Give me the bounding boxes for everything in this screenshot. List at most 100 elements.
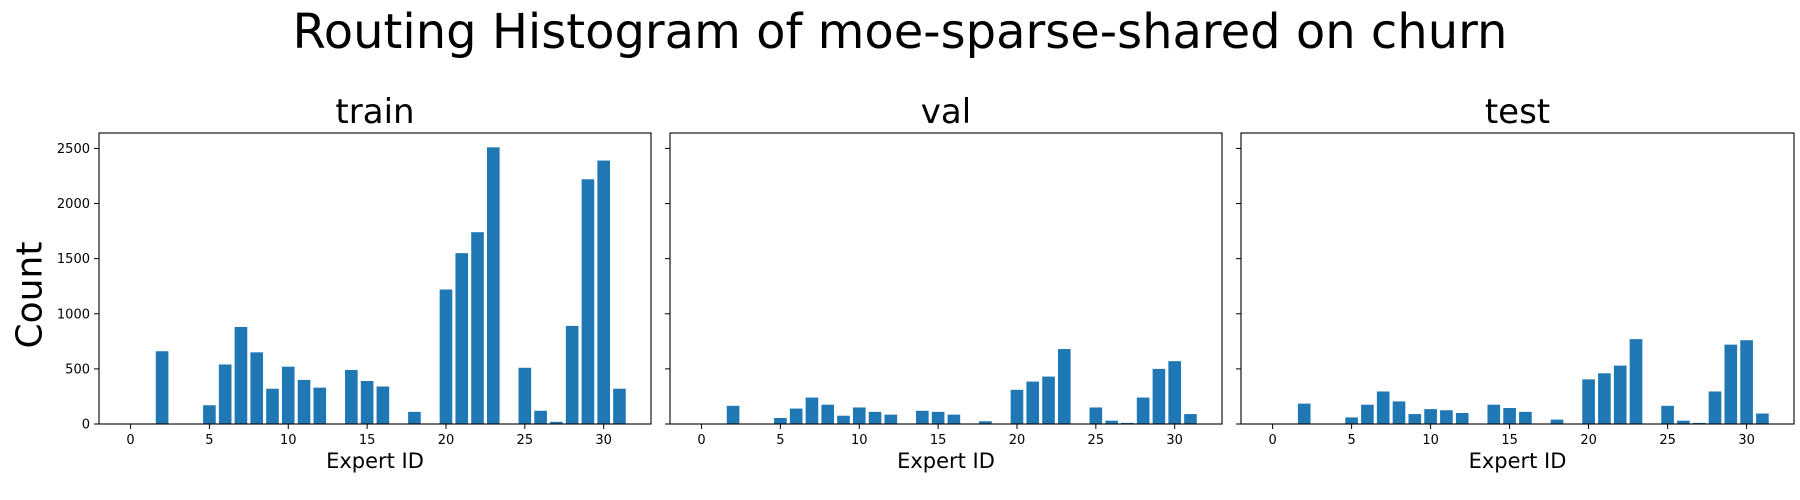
x-tick-label: 30 <box>1166 433 1183 448</box>
bar-expert-16 <box>1519 411 1532 425</box>
bar-expert-7 <box>234 327 248 424</box>
bar-expert-8 <box>821 404 835 424</box>
bar-expert-21 <box>1026 381 1040 424</box>
bar-expert-25 <box>518 367 532 424</box>
x-axis-label: Expert ID <box>1469 449 1567 473</box>
y-tick-label: 1500 <box>57 252 90 267</box>
bar-expert-5 <box>1345 417 1358 424</box>
bar-expert-14 <box>916 410 929 424</box>
x-tick-label: 15 <box>1501 433 1518 448</box>
bar-expert-25 <box>1089 407 1103 424</box>
x-tick-label: 30 <box>595 433 612 448</box>
bar-expert-7 <box>805 397 819 424</box>
x-tick-label: 15 <box>930 433 947 448</box>
x-tick-label: 25 <box>1659 433 1676 448</box>
bar-expert-28 <box>1708 391 1722 424</box>
bar-expert-16 <box>376 386 390 424</box>
bar-expert-31 <box>613 388 626 424</box>
y-tick-label: 0 <box>82 418 90 433</box>
x-tick-label: 15 <box>359 433 376 448</box>
panel-train: 0 5 10 15 20 25 30 0 500 1000 1500 2000 2500 train Exp… <box>57 92 652 473</box>
x-tick-label: 20 <box>438 433 455 448</box>
bar-expert-25 <box>1661 405 1674 424</box>
bar-expert-22 <box>1613 365 1627 424</box>
bar-expert-8 <box>1392 401 1406 424</box>
bar-expert-9 <box>1408 414 1422 424</box>
subplot-title: train <box>335 92 414 132</box>
x-tick-label: 25 <box>1088 433 1105 448</box>
bar-expert-11 <box>297 379 311 424</box>
bar-expert-20 <box>1010 389 1024 424</box>
x-tick-label: 0 <box>697 433 705 448</box>
bar-expert-20 <box>1582 379 1595 424</box>
x-tick-label: 30 <box>1738 433 1755 448</box>
bar-expert-11 <box>868 411 882 425</box>
bar-expert-20 <box>439 289 453 424</box>
bar-expert-2 <box>155 351 169 424</box>
bar-expert-31 <box>1756 413 1769 424</box>
bar-expert-6 <box>789 408 803 424</box>
bar-expert-18 <box>1550 419 1564 424</box>
y-tick-label: 2000 <box>57 197 90 212</box>
bar-expert-28 <box>565 325 579 424</box>
bar-expert-26 <box>1105 420 1118 424</box>
x-tick-label: 10 <box>851 433 868 448</box>
bar-expert-12 <box>1455 412 1469 424</box>
x-tick-label: 20 <box>1580 433 1597 448</box>
bar-expert-10 <box>852 407 866 424</box>
bar-expert-29 <box>1724 344 1738 424</box>
bar-expert-9 <box>837 415 850 424</box>
bar-expert-8 <box>250 352 264 424</box>
bar-expert-7 <box>1376 391 1390 424</box>
x-axis-label: Expert ID <box>326 449 424 473</box>
bar-expert-29 <box>1152 368 1166 424</box>
bar-expert-27 <box>550 421 563 424</box>
bar-expert-15 <box>931 411 945 425</box>
bar-expert-10 <box>1424 409 1437 424</box>
bar-expert-5 <box>774 417 787 424</box>
bar-expert-28 <box>1136 397 1150 424</box>
bar-expert-31 <box>1184 414 1197 424</box>
bar-expert-22 <box>471 232 484 424</box>
bar-expert-30 <box>597 160 610 424</box>
axes-frame <box>1240 132 1795 425</box>
y-tick-label: 1000 <box>57 307 90 322</box>
subplot-title: test <box>1485 92 1550 132</box>
bar-expert-2 <box>726 405 740 424</box>
panel-val: 0 5 10 15 20 25 30 val Expert ID <box>665 92 1223 473</box>
x-tick-label: 0 <box>1268 433 1276 448</box>
bar-expert-2 <box>1297 403 1311 424</box>
axes-frame <box>669 132 1223 425</box>
bar-expert-11 <box>1440 410 1453 424</box>
bar-expert-6 <box>1361 404 1374 424</box>
x-tick-label: 25 <box>517 433 534 448</box>
bar-expert-12 <box>313 387 327 425</box>
bar-expert-23 <box>1057 349 1071 424</box>
bar-expert-18 <box>979 421 992 424</box>
bar-expert-30 <box>1740 340 1753 424</box>
bar-expert-10 <box>281 366 295 424</box>
bar-expert-21 <box>1598 373 1611 424</box>
bar-expert-26 <box>534 410 547 424</box>
y-tick-label: 500 <box>65 362 90 377</box>
x-tick-label: 10 <box>280 433 297 448</box>
x-axis-label: Expert ID <box>897 449 995 473</box>
x-tick-label: 5 <box>1347 433 1355 448</box>
bar-expert-14 <box>345 369 358 424</box>
bar-expert-9 <box>266 388 279 424</box>
axes-frame <box>98 132 652 425</box>
bar-expert-5 <box>203 405 216 424</box>
bar-expert-23 <box>1629 339 1643 425</box>
bar-expert-30 <box>1168 361 1181 424</box>
bar-expert-22 <box>1042 376 1055 424</box>
x-tick-label: 5 <box>776 433 784 448</box>
bar-expert-26 <box>1677 420 1690 424</box>
x-tick-label: 20 <box>1009 433 1026 448</box>
bar-expert-29 <box>581 179 595 424</box>
x-tick-label: 5 <box>205 433 213 448</box>
bar-expert-18 <box>408 411 421 425</box>
bar-expert-15 <box>360 381 374 424</box>
panel-test: 0 5 10 15 20 25 30 test Expert ID <box>1236 92 1795 473</box>
bar-expert-21 <box>455 253 469 424</box>
bar-expert-6 <box>218 364 232 424</box>
